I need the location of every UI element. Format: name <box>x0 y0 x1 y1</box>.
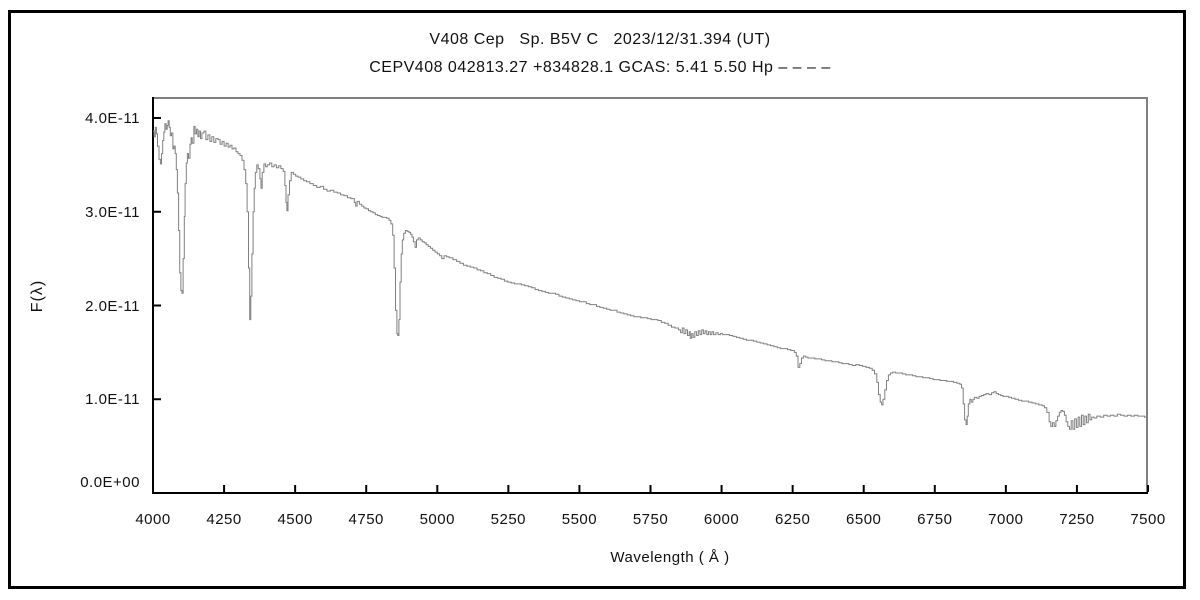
x-axis-title: Wavelength ( Å ) <box>610 549 730 566</box>
spectrum-line <box>153 120 1148 430</box>
x-tick-label: 4750 <box>348 511 384 528</box>
x-tick-label: 6000 <box>703 511 740 528</box>
x-tick-label: 5500 <box>561 511 598 528</box>
axis-ticks <box>152 117 1149 494</box>
y-tick-label: 2.0E-11 <box>85 297 140 315</box>
x-tick-label: 4000 <box>135 511 171 528</box>
y-tick-label: 0.0E+00 <box>80 474 140 491</box>
x-tick-label: 7500 <box>1130 511 1166 528</box>
y-tick-label: 3.0E-11 <box>85 203 140 221</box>
y-tick-label: 1.0E-11 <box>85 391 140 409</box>
chart-title-line2: CEPV408 042813.27 +834828.1 GCAS: 5.41 5… <box>369 59 831 76</box>
x-tick-label: 5250 <box>490 511 527 528</box>
chart-title-line1: V408 Cep Sp. B5V C 2023/12/31.394 (UT) <box>429 31 771 48</box>
x-tick-label: 4500 <box>277 511 313 528</box>
y-axis-title: F(λ) <box>29 279 46 313</box>
outer-border <box>8 10 1186 589</box>
x-tick-label: 4250 <box>206 511 242 528</box>
x-tick-label: 7250 <box>1059 511 1095 528</box>
x-tick-label: 7000 <box>988 511 1024 528</box>
x-tick-label: 5000 <box>419 511 455 528</box>
x-tick-label: 6750 <box>917 511 953 528</box>
x-tick-label: 6500 <box>846 511 882 528</box>
y-tick-label: 4.0E-11 <box>85 110 140 127</box>
x-tick-label: 5750 <box>632 511 669 528</box>
x-tick-label: 6250 <box>774 511 811 528</box>
